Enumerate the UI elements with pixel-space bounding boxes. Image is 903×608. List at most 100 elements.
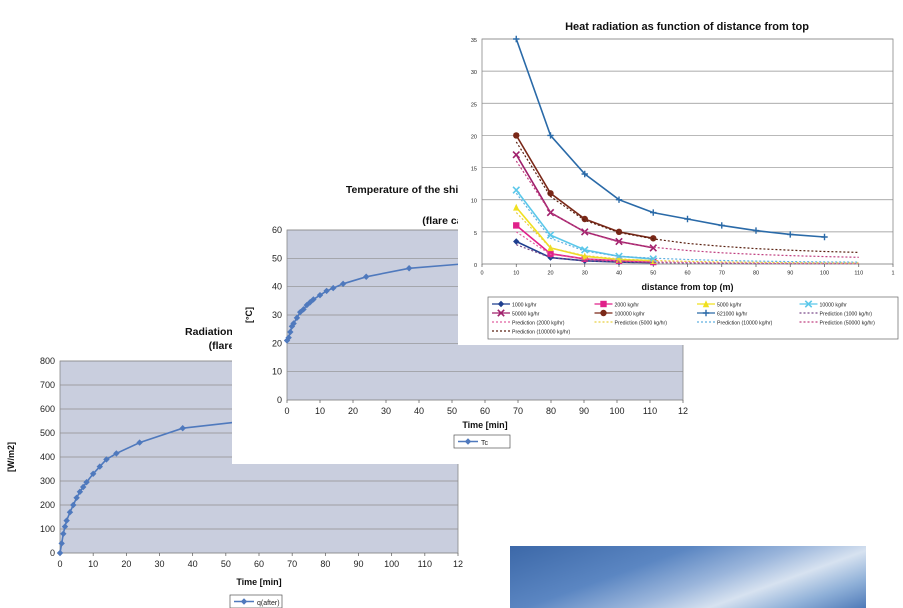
data-point bbox=[513, 203, 520, 211]
y-tick-label: 20 bbox=[272, 338, 282, 348]
data-point bbox=[547, 190, 554, 197]
data-point bbox=[339, 280, 347, 288]
data-point bbox=[650, 209, 657, 216]
series-line bbox=[515, 212, 859, 264]
data-point bbox=[73, 494, 80, 501]
data-point bbox=[512, 150, 521, 159]
legend-label: Prediction (2000 kg/hr) bbox=[512, 321, 565, 327]
y-tick-label: 30 bbox=[272, 310, 282, 320]
y-tick-label: 5 bbox=[474, 231, 477, 237]
legend-label: 100000 kg/hr bbox=[615, 312, 646, 318]
x-tick-label: 1 bbox=[891, 271, 894, 277]
y-tick-label: 100 bbox=[40, 524, 55, 534]
data-point bbox=[581, 215, 588, 223]
data-point bbox=[615, 196, 623, 203]
data-point bbox=[287, 328, 294, 336]
x-tick-label: 40 bbox=[414, 406, 424, 416]
legend-marker bbox=[600, 309, 607, 317]
x-tick-label: 80 bbox=[753, 271, 759, 277]
x-tick-label: 110 bbox=[418, 559, 432, 569]
x-tick-label: 50 bbox=[221, 559, 231, 569]
legend-label: 5000 kg/hr bbox=[717, 303, 742, 309]
data-point bbox=[513, 35, 520, 43]
x-tick-label: 70 bbox=[513, 406, 523, 416]
x-tick-label: 90 bbox=[787, 271, 793, 277]
y-tick-label: 10 bbox=[272, 367, 282, 377]
data-point bbox=[113, 450, 120, 457]
legend-marker bbox=[702, 309, 710, 317]
data-point bbox=[76, 488, 84, 495]
legend-box bbox=[229, 594, 283, 608]
x-tick-label: 12 bbox=[453, 559, 463, 569]
legend-box bbox=[487, 296, 899, 340]
data-point bbox=[323, 287, 330, 295]
x-tick-label: 110 bbox=[643, 406, 657, 416]
data-point bbox=[580, 246, 589, 254]
y-tick-label: 40 bbox=[272, 282, 282, 292]
series-line bbox=[516, 244, 859, 265]
data-point bbox=[316, 291, 324, 299]
y-tick-label: 30 bbox=[471, 70, 477, 76]
data-point bbox=[103, 456, 110, 463]
x-tick-label: 20 bbox=[348, 406, 358, 416]
x-tick-label: 70 bbox=[287, 559, 297, 569]
y-tick-label: 300 bbox=[40, 476, 55, 486]
legend-label: 1000 kg/hr bbox=[512, 303, 537, 309]
y-axis-label: [W/m2] bbox=[6, 442, 16, 472]
x-tick-label: 60 bbox=[684, 271, 690, 277]
legend-label: Prediction (1000 kg/hr) bbox=[820, 312, 873, 318]
x-tick-label: 100 bbox=[384, 559, 399, 569]
legend-marker bbox=[240, 598, 248, 605]
y-tick-label: 200 bbox=[40, 500, 55, 510]
legend-label: Prediction (50000 kg/hr) bbox=[820, 321, 876, 327]
x-tick-label: 50 bbox=[650, 271, 656, 277]
data-point bbox=[363, 273, 370, 280]
data-point bbox=[513, 132, 520, 139]
y-tick-label: 50 bbox=[272, 253, 282, 263]
data-point bbox=[89, 470, 97, 477]
x-tick-label: 10 bbox=[88, 559, 98, 569]
data-point bbox=[80, 483, 87, 491]
x-tick-label: 20 bbox=[121, 559, 131, 569]
x-tick-label: 10 bbox=[513, 271, 519, 277]
x-tick-label: 60 bbox=[254, 559, 264, 569]
data-point bbox=[56, 549, 64, 557]
heat-radiation-chart-panel: 0 5 10 15 20 25 30 35 0 10 20 30 40 50 60 70 80 90 100 110 1… bbox=[458, 10, 903, 345]
data-point bbox=[290, 320, 297, 327]
data-point bbox=[513, 238, 520, 245]
series-line bbox=[515, 141, 859, 253]
x-tick-label: 0 bbox=[57, 559, 62, 569]
chart-title: Heat radiation as function of distance f… bbox=[565, 21, 809, 33]
data-point bbox=[649, 255, 658, 263]
x-tick-label: 50 bbox=[447, 406, 457, 416]
y-tick-label: 25 bbox=[471, 102, 477, 108]
y-axis-label: [°C] bbox=[244, 307, 254, 323]
legend-label: Prediction (5000 kg/hr) bbox=[615, 321, 668, 327]
y-tick-label: 15 bbox=[471, 167, 477, 173]
chart-title: Temperature of the shield as bbox=[346, 184, 488, 196]
x-tick-label: 30 bbox=[381, 406, 391, 416]
x-tick-label: 60 bbox=[480, 406, 490, 416]
x-tick-label: 20 bbox=[547, 271, 553, 277]
data-point bbox=[285, 334, 292, 341]
data-point bbox=[547, 132, 554, 139]
x-axis-label: Time [min] bbox=[236, 577, 281, 587]
y-tick-label: 700 bbox=[40, 380, 55, 390]
x-tick-label: 90 bbox=[579, 406, 589, 416]
data-point bbox=[83, 479, 90, 486]
y-tick-label: 0 bbox=[277, 395, 282, 405]
legend-marker bbox=[464, 438, 472, 445]
x-tick-label: 90 bbox=[353, 559, 363, 569]
legend-marker bbox=[804, 300, 813, 308]
x-tick-label: 0 bbox=[480, 271, 483, 277]
y-tick-label: 60 bbox=[272, 225, 282, 235]
sky-photo bbox=[510, 546, 866, 608]
x-tick-label: 100 bbox=[609, 406, 624, 416]
data-point bbox=[649, 244, 658, 252]
x-tick-label: 40 bbox=[188, 559, 198, 569]
data-point bbox=[303, 301, 310, 309]
data-point bbox=[310, 296, 317, 303]
x-tick-label: 80 bbox=[546, 406, 556, 416]
data-point bbox=[787, 231, 794, 238]
x-tick-label: 80 bbox=[320, 559, 330, 569]
